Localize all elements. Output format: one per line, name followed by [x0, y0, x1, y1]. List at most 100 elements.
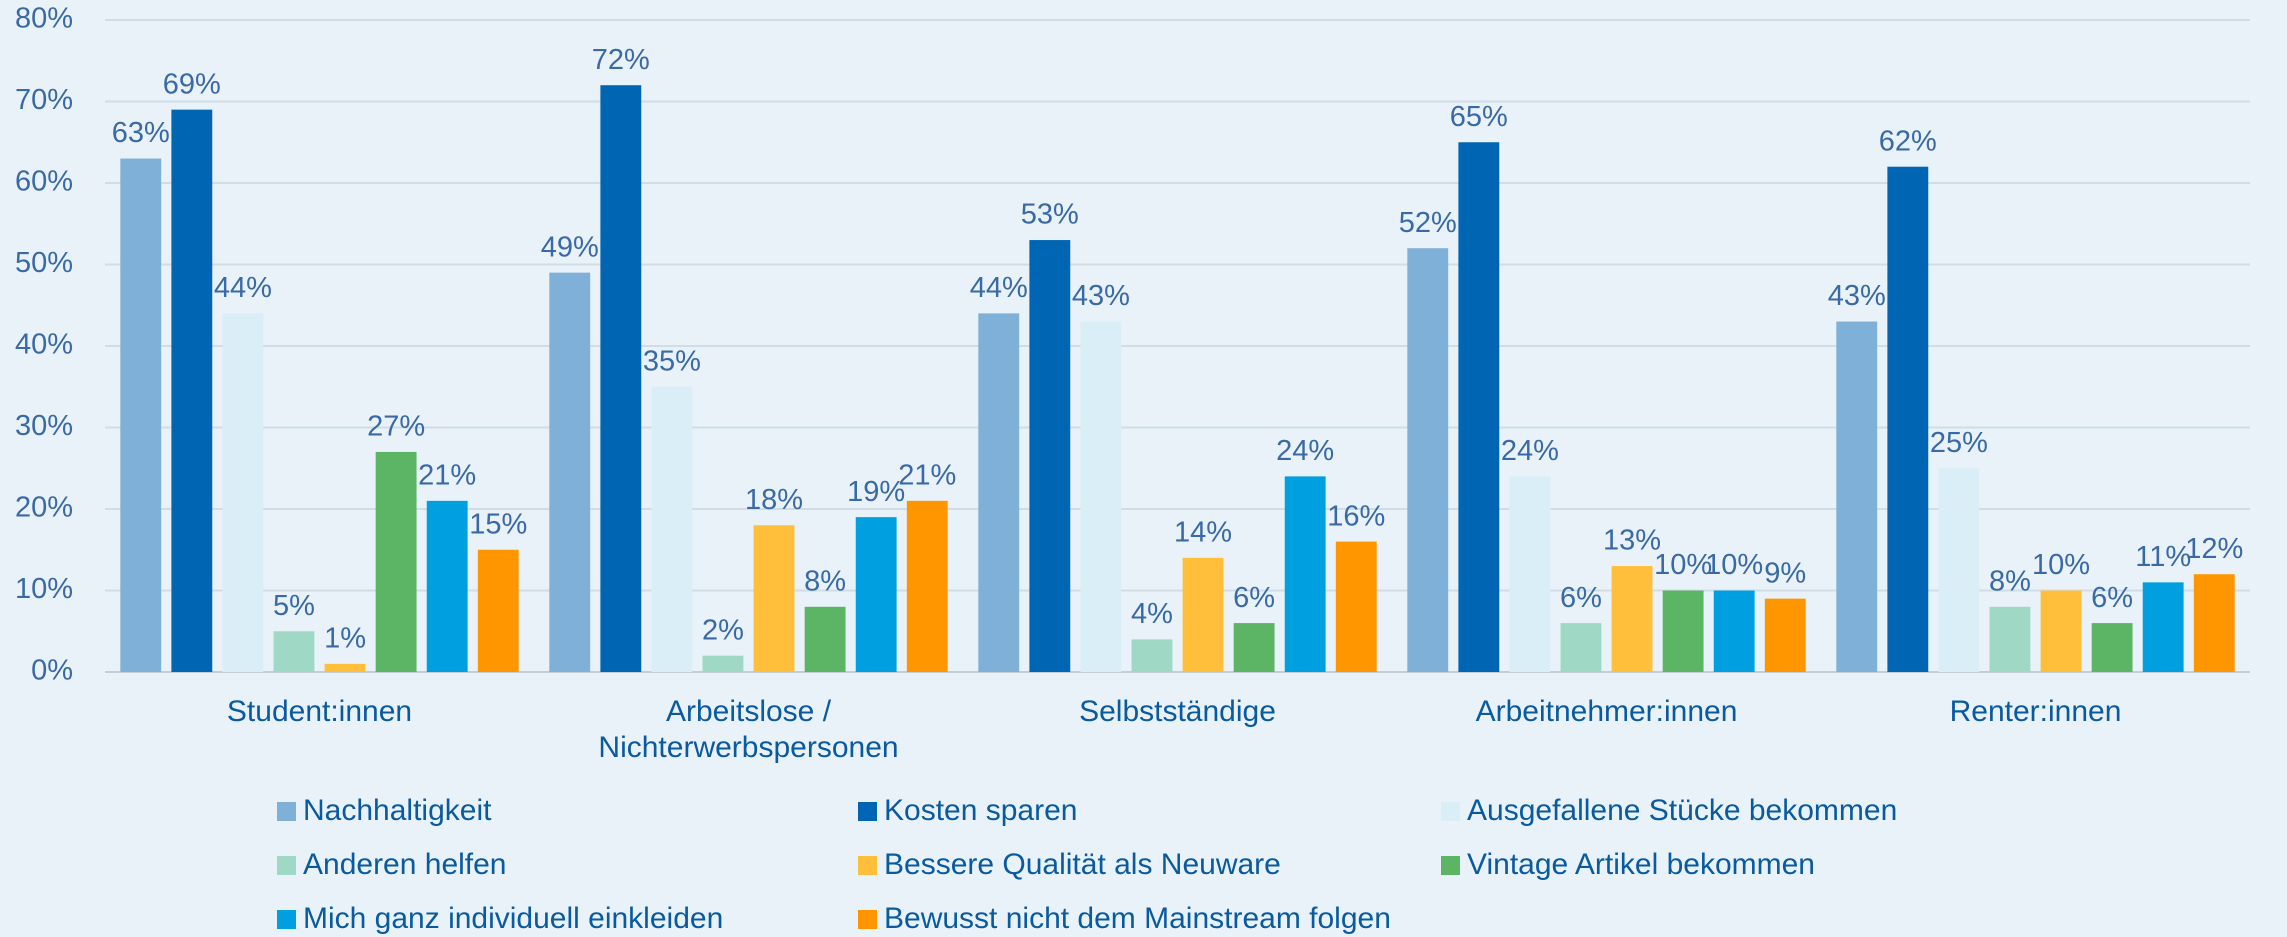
legend-swatch — [277, 856, 296, 875]
data-label: 4% — [1131, 598, 1173, 630]
data-label: 63% — [112, 117, 170, 149]
data-label: 27% — [367, 411, 425, 443]
bar — [753, 525, 795, 672]
bar — [324, 663, 366, 672]
bar — [600, 85, 642, 672]
bar — [1080, 321, 1122, 672]
data-label: 14% — [1174, 517, 1232, 549]
bar — [1407, 248, 1449, 672]
bar — [1458, 142, 1500, 672]
legend-label: Bewusst nicht dem Mainstream folgen — [884, 902, 1391, 935]
data-label: 6% — [1560, 582, 1602, 614]
legend-label: Bessere Qualität als Neuware — [884, 848, 1281, 881]
bar — [702, 655, 744, 672]
y-tick-label: 80% — [15, 3, 73, 35]
y-tick-label: 70% — [15, 84, 73, 116]
legend-swatch — [1441, 802, 1460, 821]
data-label: 2% — [702, 614, 744, 646]
data-label: 43% — [1828, 280, 1886, 312]
data-label: 19% — [847, 476, 905, 508]
legend-label: Kosten sparen — [884, 794, 1077, 827]
legend-swatch — [858, 910, 877, 929]
data-label: 24% — [1501, 435, 1559, 467]
data-label: 6% — [2091, 582, 2133, 614]
bar — [1887, 166, 1929, 672]
bar — [2040, 590, 2082, 672]
bar — [1836, 321, 1878, 672]
bar — [2142, 582, 2184, 672]
bar — [978, 313, 1020, 672]
legend-swatch — [277, 802, 296, 821]
y-tick-label: 40% — [15, 329, 73, 361]
x-tick-label: Student:innen — [226, 695, 413, 728]
bar — [549, 272, 591, 672]
y-tick-label: 10% — [15, 573, 73, 605]
y-tick-label: 0% — [31, 655, 73, 687]
bar — [1662, 590, 1704, 672]
bar — [1611, 566, 1653, 672]
bar — [426, 500, 468, 672]
legend-swatch — [858, 802, 877, 821]
bar — [1182, 557, 1224, 672]
legend-label: Nachhaltigkeit — [303, 794, 492, 827]
legend-label: Vintage Artikel bekommen — [1467, 848, 1815, 881]
data-label: 44% — [970, 272, 1028, 304]
bar — [906, 500, 948, 672]
bar — [1560, 623, 1602, 672]
bar — [171, 109, 213, 672]
data-label: 18% — [745, 484, 803, 516]
bar — [1989, 606, 2031, 672]
data-label: 13% — [1603, 525, 1661, 557]
data-label: 43% — [1072, 280, 1130, 312]
legend-label: Mich ganz individuell einkleiden — [303, 902, 723, 935]
legend-label: Ausgefallene Stücke bekommen — [1467, 794, 1897, 827]
data-label: 62% — [1879, 125, 1937, 157]
bar — [1335, 541, 1377, 672]
bar — [1509, 476, 1551, 672]
bar — [1284, 476, 1326, 672]
x-tick-label: Arbeitnehmer:innen — [1475, 695, 1738, 728]
y-tick-label: 60% — [15, 166, 73, 198]
data-label: 53% — [1021, 199, 1079, 231]
y-tick-label: 50% — [15, 247, 73, 279]
x-tick-label: Arbeitslose / Nichterwerbspersonen — [598, 695, 899, 764]
data-label: 11% — [2135, 541, 2191, 573]
bar — [375, 451, 417, 672]
data-label: 21% — [898, 460, 956, 492]
x-tick-label: Renter:innen — [1949, 695, 2122, 728]
bar — [651, 386, 693, 672]
bar — [1938, 468, 1980, 672]
data-label: 12% — [2185, 533, 2243, 565]
data-label: 1% — [324, 623, 366, 655]
legend-label: Anderen helfen — [303, 848, 507, 881]
data-label: 10% — [2032, 549, 2090, 581]
data-label: 10% — [1654, 549, 1712, 581]
data-label: 69% — [163, 68, 221, 100]
data-label: 21% — [418, 460, 476, 492]
data-label: 15% — [469, 508, 527, 540]
y-tick-label: 30% — [15, 410, 73, 442]
data-label: 35% — [643, 345, 701, 377]
bar — [120, 158, 162, 673]
x-tick-label: Selbstständige — [1079, 695, 1276, 728]
bar — [222, 313, 264, 672]
data-label: 5% — [273, 590, 315, 622]
data-label: 25% — [1930, 427, 1988, 459]
data-label: 49% — [541, 231, 599, 263]
bar — [2193, 574, 2235, 672]
data-label: 72% — [592, 44, 650, 76]
legend-swatch — [277, 910, 296, 929]
data-label: 24% — [1276, 435, 1334, 467]
data-label: 6% — [1233, 582, 1275, 614]
data-label: 10% — [1705, 549, 1763, 581]
y-tick-label: 20% — [15, 492, 73, 524]
bar — [1713, 590, 1755, 672]
data-label: 65% — [1450, 101, 1508, 133]
data-label: 16% — [1327, 500, 1385, 532]
data-label: 52% — [1399, 207, 1457, 239]
data-label: 8% — [1989, 565, 2031, 597]
bar — [273, 631, 315, 672]
bar — [1029, 240, 1071, 673]
bar — [477, 549, 519, 672]
